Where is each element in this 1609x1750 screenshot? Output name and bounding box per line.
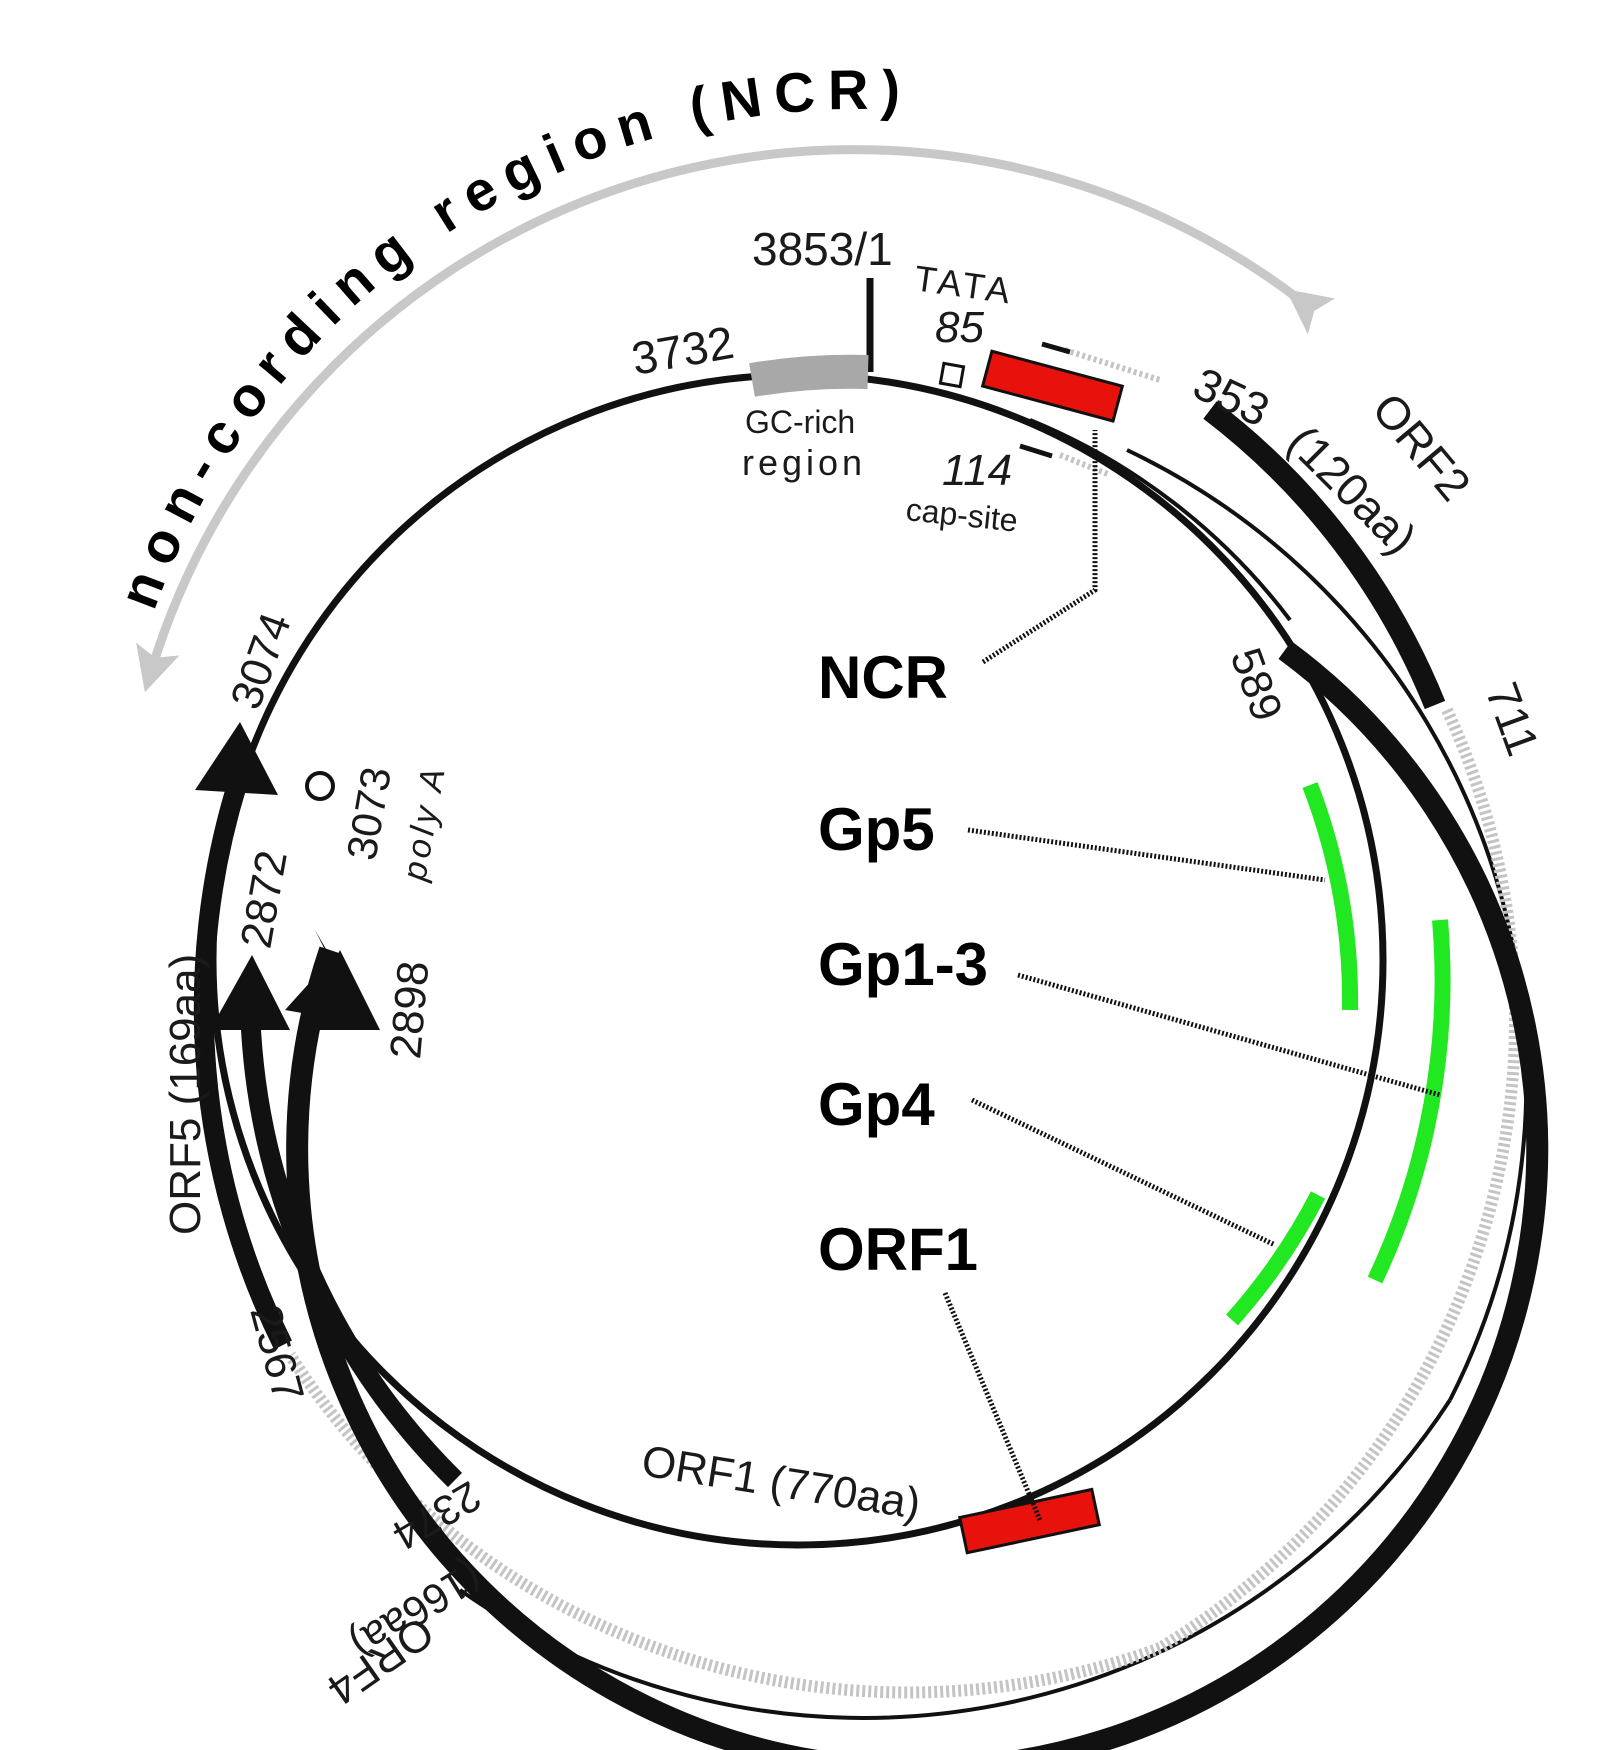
legend-ncr: NCR — [818, 644, 948, 711]
label-polya: poly A — [395, 761, 453, 884]
label-orf4-end: 2872 — [232, 847, 297, 952]
orf4-arrowhead — [210, 955, 290, 1030]
orf5-arrowhead — [195, 722, 278, 795]
ncr-arrow-arc — [136, 145, 1336, 693]
outer-track-lower — [458, 1398, 1452, 1720]
tata-box — [938, 361, 966, 389]
ncr-probe — [980, 349, 1125, 423]
orf1-probe — [957, 1487, 1102, 1555]
label-orf1-end: 2898 — [381, 959, 438, 1061]
label-orf2-end: 711 — [1476, 676, 1550, 763]
orf2-arc — [1203, 401, 1446, 710]
orf5-arc — [193, 782, 292, 1350]
gp1-3-probe — [1367, 919, 1451, 1284]
orf1-arrowhead-tip — [300, 950, 380, 1030]
tick-upper — [1041, 341, 1071, 355]
gp5-leader — [967, 827, 1326, 883]
gp5-probe — [1302, 782, 1359, 1011]
dotted-arc-top — [1064, 347, 1161, 383]
gp4-probe — [1226, 1191, 1326, 1326]
label-origin: 3853/1 — [752, 223, 893, 275]
ncr-leader — [981, 430, 1098, 665]
gp1-3-leader — [1017, 972, 1441, 1098]
polya-marker — [305, 771, 335, 801]
label-orf5: ORF5 (169aa) — [161, 954, 210, 1235]
dotted-arc-cap — [1058, 452, 1112, 478]
label-polya-pos: 3073 — [338, 763, 401, 863]
label-tata-pos: 85 — [935, 303, 984, 352]
gc-rich-bar — [749, 354, 869, 397]
label-orf1-start: 589 — [1221, 642, 1292, 728]
label-orf5-end: 3074 — [221, 607, 301, 716]
label-gc-line1: GC-rich — [745, 404, 855, 440]
label-orf1: ORF1 (770aa) — [638, 1436, 923, 1528]
label-gc-line2: region — [742, 442, 866, 483]
legend-gp5: Gp5 — [818, 796, 935, 863]
legend-gp1-3: Gp1-3 — [818, 931, 988, 998]
legend-gp4: Gp4 — [818, 1071, 935, 1138]
ncr-title: non-cording region (NCR) — [106, 58, 914, 616]
gp4-leader — [970, 1097, 1277, 1248]
label-gc-start: 3732 — [628, 316, 738, 385]
inner-track — [1029, 418, 1292, 622]
orf1-arc — [286, 641, 1549, 1750]
label-orf2-start: 353 — [1186, 357, 1278, 437]
label-cap-pos: 114 — [942, 446, 1012, 495]
ncr-title-path: non-cording region (NCR) — [106, 58, 902, 616]
legend-orf1: ORF1 — [818, 1216, 978, 1283]
genome-circle — [209, 371, 1387, 1549]
label-orf5-start: 2567 — [240, 1300, 313, 1407]
outer-track — [1126, 448, 1529, 1401]
orf1-leader — [942, 1292, 1043, 1521]
label-cap-site: cap-site — [904, 491, 1019, 539]
dotted-arc-orf2 — [1156, 707, 1522, 1654]
orf4-arc — [240, 1004, 463, 1488]
tick-lower — [1019, 443, 1053, 459]
